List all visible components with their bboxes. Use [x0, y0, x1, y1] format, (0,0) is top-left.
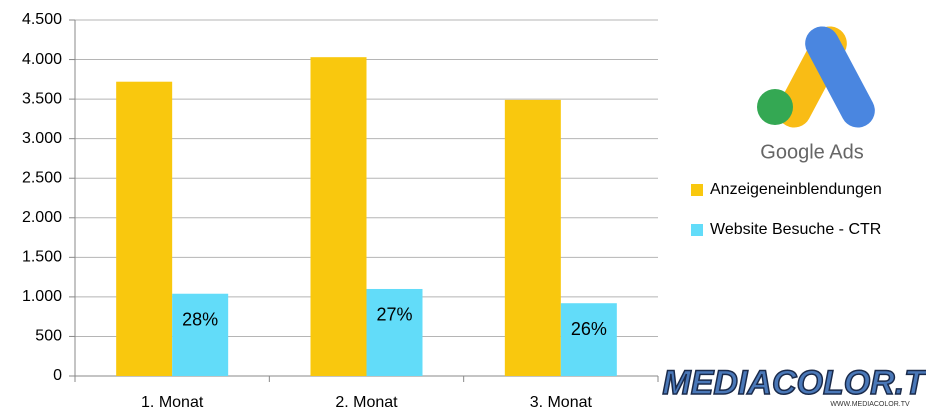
x-tick-label: 3. Monat	[530, 394, 593, 411]
x-tick-label: 1. Monat	[141, 394, 204, 411]
bar	[504, 99, 561, 376]
y-tick-label: 4.000	[22, 51, 62, 68]
annotation: 28%	[182, 309, 218, 329]
bar	[366, 288, 423, 376]
annotation: 26%	[571, 319, 607, 339]
legend-label: Anzeigeneinblendungen	[710, 181, 882, 198]
bar	[172, 293, 229, 376]
brand-url: WWW.MEDIACOLOR.TV	[830, 401, 910, 408]
y-tick-label: 2.000	[22, 209, 62, 226]
legend-swatch	[691, 224, 703, 236]
bar	[116, 81, 173, 376]
bar	[310, 57, 367, 376]
annotation: 27%	[376, 305, 412, 325]
logo-blue	[805, 26, 875, 128]
legend-swatch	[691, 184, 703, 196]
y-tick-label: 4.500	[22, 11, 62, 28]
x-tick-label: 2. Monat	[335, 394, 398, 411]
brand-text: MEDIACOLOR.TV	[662, 364, 926, 402]
y-tick-label: 3.500	[22, 90, 62, 107]
y-tick-label: 1.500	[22, 249, 62, 266]
logo-green	[757, 89, 793, 125]
google-ads-logo: Google Ads	[757, 26, 875, 163]
y-tick-label: 2.500	[22, 169, 62, 186]
google-ads-text: Google Ads	[760, 141, 863, 163]
brand-logo: MEDIACOLOR.TV WWW.MEDIACOLOR.TV	[662, 363, 926, 408]
y-tick-label: 0	[53, 367, 62, 384]
y-tick-label: 500	[35, 328, 62, 345]
legend-label: Website Besuche - CTR	[710, 221, 881, 238]
y-tick-label: 1.000	[22, 288, 62, 305]
y-tick-label: 3.000	[22, 130, 62, 147]
bar	[560, 303, 617, 376]
